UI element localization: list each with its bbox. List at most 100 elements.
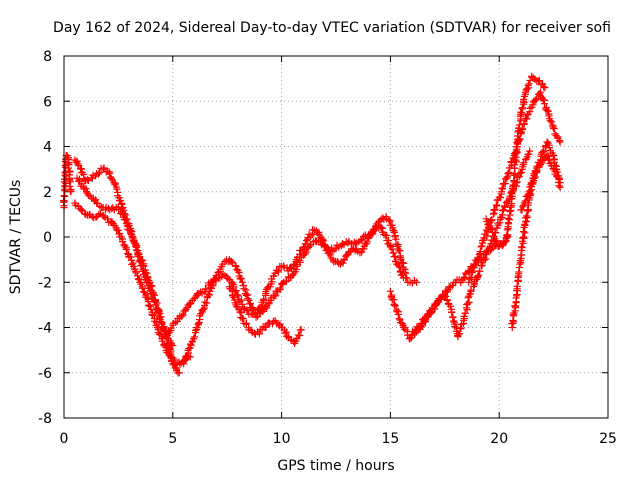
- data-point: [544, 107, 552, 115]
- data-point: [340, 256, 348, 264]
- data-point: [526, 147, 534, 155]
- data-point: [229, 259, 237, 267]
- data-point: [417, 320, 426, 328]
- data-point: [209, 280, 217, 288]
- data-point: [386, 287, 394, 295]
- data-point: [106, 169, 114, 177]
- data-point: [246, 299, 254, 307]
- data-point: [296, 258, 304, 267]
- data-point: [482, 215, 490, 223]
- data-point: [232, 262, 240, 271]
- data-point: [543, 151, 551, 160]
- data-point: [477, 243, 485, 251]
- data-point: [297, 326, 305, 334]
- data-point: [244, 306, 252, 315]
- data-point: [64, 164, 72, 172]
- data-point: [412, 326, 420, 334]
- data-point: [163, 333, 171, 342]
- data-point: [525, 80, 533, 88]
- data-point: [379, 214, 387, 222]
- x-axis-label: GPS time / hours: [277, 458, 394, 474]
- data-point: [476, 267, 484, 275]
- data-point: [374, 218, 383, 226]
- data-point: [190, 333, 199, 341]
- data-point: [118, 238, 127, 246]
- data-point: [514, 128, 522, 136]
- data-point: [465, 298, 473, 306]
- data-point: [369, 226, 377, 234]
- data-point: [386, 217, 394, 225]
- data-point: [520, 120, 528, 129]
- data-point: [449, 317, 458, 325]
- data-point: [492, 238, 500, 246]
- data-point: [95, 169, 104, 177]
- data-point: [339, 259, 347, 267]
- data-point: [497, 188, 505, 196]
- data-point: [122, 244, 130, 252]
- data-point: [550, 124, 558, 133]
- data-point: [501, 203, 509, 211]
- data-point: [401, 268, 409, 276]
- data-point: [460, 274, 468, 282]
- data-point: [158, 320, 166, 328]
- data-point: [243, 306, 251, 314]
- data-point: [390, 228, 399, 237]
- data-point: [282, 277, 291, 285]
- data-point: [493, 237, 501, 245]
- data-point: [511, 302, 519, 310]
- data-point: [259, 296, 268, 304]
- data-point: [168, 356, 176, 365]
- data-point: [94, 170, 103, 178]
- data-point: [127, 253, 135, 261]
- data-point: [332, 244, 340, 252]
- data-point: [194, 320, 203, 328]
- data-point: [357, 236, 365, 244]
- data-point: [100, 164, 108, 172]
- data-point: [236, 308, 244, 316]
- data-point: [66, 182, 74, 191]
- data-point: [535, 76, 543, 85]
- data-point: [514, 135, 523, 143]
- data-point: [465, 278, 473, 286]
- data-point: [509, 316, 517, 325]
- data-point: [513, 145, 521, 153]
- data-point: [246, 300, 254, 308]
- data-point: [300, 243, 308, 251]
- data-point: [523, 115, 531, 123]
- data-point: [540, 100, 549, 108]
- data-point: [169, 360, 177, 368]
- data-point: [181, 353, 190, 361]
- data-point: [148, 282, 156, 290]
- data-point: [92, 196, 100, 204]
- data-point: [237, 275, 245, 283]
- data-point: [167, 350, 175, 358]
- data-point: [483, 232, 491, 240]
- y-tick-label: 8: [43, 49, 52, 65]
- data-point: [204, 290, 213, 298]
- data-point: [517, 168, 525, 177]
- data-point: [140, 262, 148, 270]
- data-point: [66, 188, 75, 196]
- data-point: [141, 268, 150, 277]
- data-point: [320, 241, 328, 249]
- data-point: [83, 176, 92, 184]
- data-point: [556, 179, 564, 187]
- data-point: [385, 216, 393, 224]
- data-point: [124, 249, 132, 258]
- data-point: [478, 242, 486, 250]
- data-point: [443, 296, 451, 304]
- data-point: [535, 162, 543, 170]
- data-point: [474, 271, 482, 279]
- data-point: [517, 108, 525, 116]
- data-point: [291, 260, 299, 268]
- data-point: [274, 266, 282, 275]
- data-point: [281, 329, 289, 337]
- tick-labels: 0 5 10 15 20 25 -8 -6 -4 -2 0 2 4 6 8: [38, 49, 617, 447]
- data-point: [239, 281, 247, 290]
- data-point: [92, 213, 100, 221]
- y-tick-label: 0: [43, 230, 52, 246]
- data-point: [503, 226, 511, 234]
- data-point: [518, 244, 526, 252]
- data-point: [498, 185, 506, 193]
- data-point: [529, 101, 537, 109]
